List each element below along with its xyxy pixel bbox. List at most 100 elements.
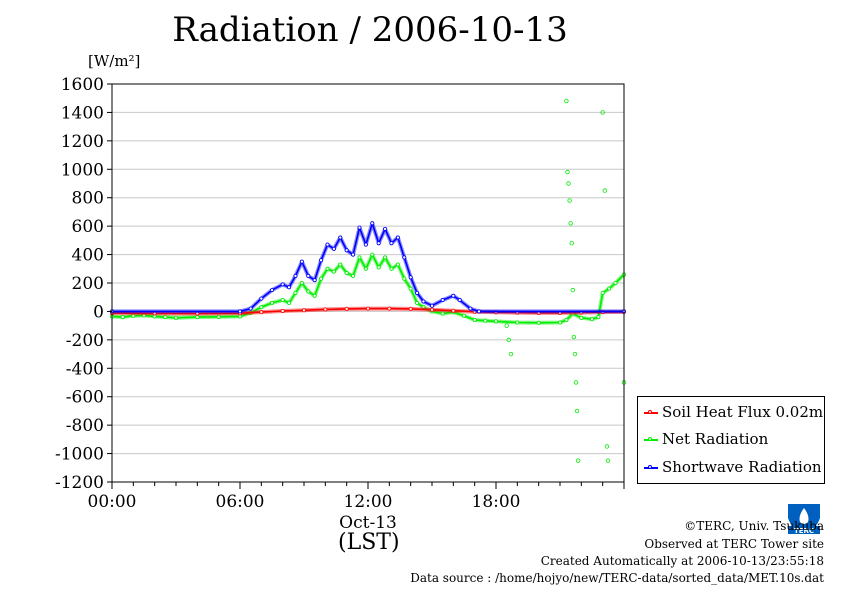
net-radiation-outlier-point <box>567 198 572 203</box>
y-tick-label: 0 <box>93 302 104 322</box>
soil-heat-flux-0-02m-point <box>365 306 370 311</box>
net-radiation-point <box>351 273 356 278</box>
footer-source: Data source : /home/hojyo/new/TERC-data/… <box>410 571 824 585</box>
net-radiation-point <box>338 262 343 267</box>
legend-item-soil-heat-flux: Soil Heat Flux 0.02m <box>644 403 823 421</box>
shortwave-radiation-point <box>306 273 311 278</box>
soil-heat-flux-0-02m-point <box>301 308 306 313</box>
legend-swatch-soil-heat-flux <box>644 410 658 414</box>
shortwave-radiation-point <box>476 309 481 314</box>
shortwave-radiation-point <box>468 306 473 311</box>
net-radiation-point <box>344 271 349 276</box>
legend-item-shortwave-radiation: Shortwave Radiation <box>644 458 822 476</box>
y-tick-label: 600 <box>72 217 104 237</box>
y-tick-label: -1000 <box>55 445 104 465</box>
soil-heat-flux-0-02m-point <box>408 306 413 311</box>
net-radiation-point <box>383 255 388 260</box>
shortwave-radiation-point <box>370 221 375 226</box>
shortwave-radiation-point <box>457 298 462 303</box>
net-radiation-point <box>564 317 569 322</box>
y-tick-label: 200 <box>72 274 104 294</box>
net-radiation-point <box>596 315 601 320</box>
net-radiation-outlier-point <box>508 351 514 357</box>
net-radiation-point <box>402 276 407 281</box>
shortwave-radiation-point <box>440 298 445 303</box>
shortwave-radiation-point <box>402 255 407 260</box>
soil-heat-flux-0-02m-point <box>280 309 285 314</box>
shortwave-radiation-point <box>287 285 292 290</box>
chart-title: Radiation / 2006-10-13 <box>172 10 568 50</box>
x-tick-label: 00:00 <box>88 492 137 512</box>
net-radiation-point <box>415 300 420 305</box>
footer-observed: Observed at TERC Tower site <box>644 537 824 551</box>
net-radiation-point <box>370 252 375 257</box>
net-radiation-outlier-point <box>504 323 509 328</box>
shortwave-radiation-point <box>357 225 362 230</box>
net-radiation-point <box>331 269 336 274</box>
shortwave-radiation-point <box>269 288 274 293</box>
net-radiation-point <box>319 276 324 281</box>
soil-heat-flux-0-02m-point <box>451 308 456 313</box>
net-radiation-point <box>607 286 612 291</box>
shortwave-radiation-point <box>395 235 400 240</box>
shortwave-radiation-point <box>299 259 304 264</box>
y-tick-label: -1200 <box>55 473 104 493</box>
shortwave-radiation-point <box>338 235 343 240</box>
net-radiation-outlier-point <box>565 169 570 175</box>
net-radiation-point <box>600 290 605 295</box>
soil-heat-flux-0-02m-point <box>259 310 264 315</box>
soil-heat-flux-0-02m-line <box>111 307 625 315</box>
x-date-label: Oct-13 <box>339 513 397 533</box>
net-radiation-point <box>357 255 362 260</box>
net-radiation-point <box>259 305 264 310</box>
net-radiation-point <box>299 280 304 285</box>
legend-swatch-shortwave-radiation <box>644 465 658 469</box>
shortwave-radiation-point <box>415 290 420 295</box>
y-tick-label: -200 <box>66 331 104 351</box>
net-radiation-outlier-point <box>566 181 571 186</box>
shortwave-radiation-point <box>248 306 253 311</box>
shortwave-radiation-point <box>325 242 330 247</box>
y-tick-label: 1000 <box>61 160 104 180</box>
net-radiation-outlier-point <box>574 408 580 414</box>
y-tick-label: -600 <box>66 388 104 408</box>
shortwave-radiation-point <box>408 275 413 280</box>
net-radiation-point <box>195 315 200 320</box>
shortwave-radiation-point <box>319 258 324 263</box>
net-radiation-outlier-point <box>564 98 569 104</box>
net-radiation-point <box>131 313 136 318</box>
plot-frame <box>111 83 625 483</box>
shortwave-radiation-point <box>429 303 434 308</box>
shortwave-radiation-point <box>451 293 456 298</box>
net-radiation-point <box>408 286 413 291</box>
net-radiation-point <box>395 262 400 267</box>
legend: Soil Heat Flux 0.02m Net Radiation Short… <box>637 396 825 484</box>
net-radiation-point <box>613 280 618 285</box>
legend-swatch-net-radiation <box>644 437 658 441</box>
shortwave-radiation-point <box>363 242 368 247</box>
legend-label-shortwave-radiation: Shortwave Radiation <box>662 458 822 476</box>
shortwave-radiation-point <box>331 246 336 251</box>
net-radiation-point <box>493 319 498 324</box>
net-radiation-outlier-point <box>569 240 574 246</box>
shortwave-radiation-point <box>237 309 242 314</box>
net-radiation-point <box>389 266 394 271</box>
y-tick-label: 1600 <box>61 75 104 95</box>
y-tick-label: 400 <box>72 246 104 266</box>
terc-logo: TERC <box>786 502 822 536</box>
shortwave-radiation-point <box>280 282 285 287</box>
net-radiation-point <box>472 317 477 322</box>
net-radiation-point <box>558 320 563 325</box>
x-tick-label: 12:00 <box>344 492 393 512</box>
net-radiation-outlier-point <box>568 221 573 226</box>
legend-label-soil-heat-flux: Soil Heat Flux 0.02m <box>662 403 824 421</box>
net-radiation-point <box>515 320 520 325</box>
y-tick-label: -400 <box>66 359 104 379</box>
y-tick-label: 1400 <box>61 103 104 123</box>
y-tick-label: 800 <box>72 189 104 209</box>
shortwave-radiation-point <box>351 252 356 257</box>
soil-heat-flux-0-02m-point <box>429 307 434 312</box>
net-radiation-outlier-point <box>506 337 511 343</box>
net-radiation-point <box>120 315 125 320</box>
x-tick-label: 06:00 <box>216 492 265 512</box>
